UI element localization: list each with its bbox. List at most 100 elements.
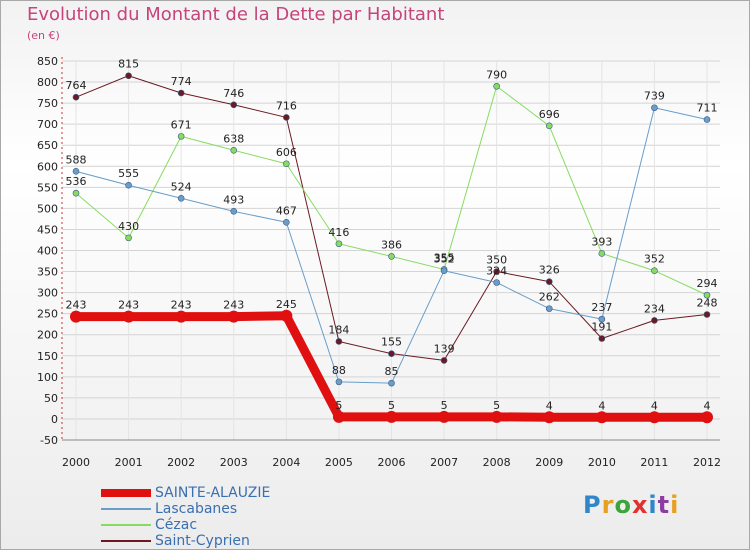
legend-item: Cézac <box>101 517 341 533</box>
y-tick-label: 200 <box>37 329 58 342</box>
data-label: 524 <box>171 180 192 193</box>
data-point <box>545 278 553 285</box>
data-point <box>388 253 395 260</box>
data-point <box>385 410 398 423</box>
data-label: 4 <box>651 399 658 412</box>
data-label: 716 <box>276 99 297 112</box>
y-tick-label: 500 <box>37 202 58 215</box>
y-tick-label: 250 <box>37 308 58 321</box>
data-point <box>493 279 500 286</box>
data-point <box>335 240 343 248</box>
data-point <box>703 311 711 318</box>
legend-label: Saint-Cyprien <box>155 533 250 549</box>
y-tick-label: 700 <box>37 118 58 131</box>
data-point <box>230 208 238 215</box>
data-point <box>598 315 606 323</box>
y-tick-label: 50 <box>44 392 58 405</box>
data-point <box>122 310 135 323</box>
data-label: 4 <box>704 399 711 412</box>
logo-letter: i <box>648 491 658 519</box>
data-point <box>177 194 185 202</box>
data-point <box>72 189 80 197</box>
y-tick-label: 0 <box>51 413 58 426</box>
data-label: 739 <box>644 90 665 103</box>
chart-subtitle: (en €) <box>27 29 60 42</box>
x-tick-label: 2003 <box>220 456 248 469</box>
data-label: 493 <box>223 193 244 206</box>
y-tick-label: 600 <box>37 160 58 173</box>
data-label: 243 <box>223 299 244 312</box>
legend-item: Lascabanes <box>101 501 341 517</box>
data-point <box>701 411 713 424</box>
data-label: 5 <box>493 399 500 412</box>
x-tick-label: 2011 <box>640 456 668 469</box>
legend: SAINTE-ALAUZIE Lascabanes Cézac Saint-Cypri… <box>101 485 341 549</box>
data-label: 243 <box>118 299 139 312</box>
data-point <box>125 72 132 80</box>
x-tick-label: 2009 <box>535 456 563 469</box>
data-point <box>70 310 82 323</box>
data-label: 638 <box>223 132 244 145</box>
x-tick-label: 2008 <box>483 456 511 469</box>
data-label: 88 <box>332 364 346 377</box>
data-label: 815 <box>118 58 139 71</box>
data-label: 696 <box>539 108 560 121</box>
x-tick-label: 2006 <box>378 456 406 469</box>
data-point <box>227 310 240 323</box>
data-point <box>283 218 290 226</box>
data-label: 5 <box>335 399 342 412</box>
data-point <box>177 89 185 97</box>
data-label: 4 <box>598 399 605 412</box>
x-tick-label: 2005 <box>325 456 353 469</box>
data-point <box>283 160 290 168</box>
legend-item: SAINTE-ALAUZIE <box>101 485 341 501</box>
legend-swatch <box>101 489 151 497</box>
data-point <box>335 378 343 386</box>
x-tick-label: 2004 <box>272 456 300 469</box>
data-point <box>440 267 448 275</box>
data-label: 790 <box>486 68 507 81</box>
data-point <box>493 82 500 90</box>
data-label: 430 <box>118 220 139 233</box>
data-label: 4 <box>546 399 553 412</box>
chart-title: Evolution du Montant de la Dette par Hab… <box>27 4 445 25</box>
data-label: 191 <box>591 321 612 334</box>
data-label: 326 <box>539 264 560 277</box>
data-label: 588 <box>66 153 87 166</box>
data-label: 386 <box>381 238 402 251</box>
y-tick-label: 400 <box>37 245 58 258</box>
y-tick-label: 750 <box>37 97 58 110</box>
data-point <box>388 379 395 387</box>
y-tick-label: 850 <box>37 55 58 68</box>
logo-letter: x <box>631 491 649 519</box>
data-point <box>125 234 132 242</box>
data-point <box>175 310 188 323</box>
y-tick-label: 100 <box>37 371 58 384</box>
data-point <box>72 93 80 101</box>
data-label: 536 <box>66 175 87 188</box>
data-label: 467 <box>276 204 297 217</box>
logo-letter: o <box>614 491 632 519</box>
x-tick-label: 2007 <box>430 456 458 469</box>
data-label: 234 <box>644 302 665 315</box>
legend-label: Cézac <box>155 517 198 533</box>
data-label: 324 <box>486 265 507 278</box>
y-tick-label: -50 <box>40 434 58 447</box>
data-point <box>545 305 553 312</box>
data-label: 294 <box>697 277 718 290</box>
y-tick-label: 300 <box>37 287 58 300</box>
data-point <box>177 133 185 140</box>
data-point <box>438 410 451 423</box>
logo-letter: P <box>583 491 602 519</box>
data-point <box>280 309 293 322</box>
data-point <box>490 410 503 423</box>
x-tick-label: 2012 <box>693 456 721 469</box>
data-point <box>440 357 448 364</box>
legend-swatch <box>101 524 151 526</box>
data-point <box>651 267 658 275</box>
data-point <box>335 338 343 345</box>
data-label: 262 <box>539 291 560 304</box>
data-point <box>543 411 556 424</box>
data-point <box>332 410 345 423</box>
